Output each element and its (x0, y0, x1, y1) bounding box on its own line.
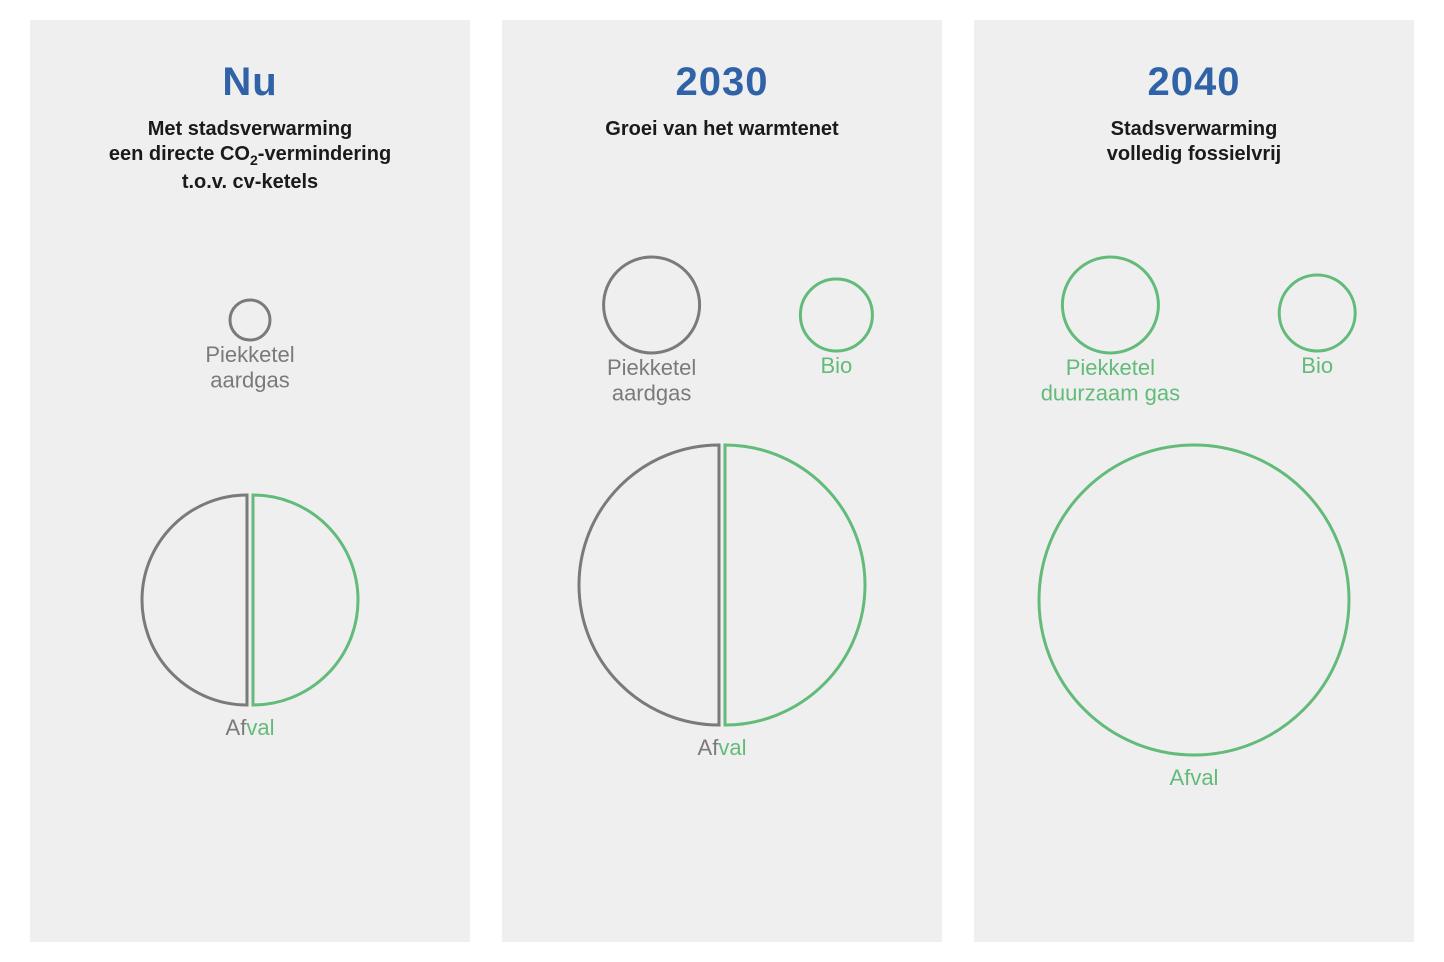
piekketel-aardgas-circle (604, 257, 700, 353)
diagram-svg: Piekketelaardgas Bio Afval (502, 200, 942, 942)
piekketel-duurzaam-gas-label: Piekketel (1066, 355, 1155, 380)
piekketel-aardgas-label: Piekketel (607, 355, 696, 380)
panel-title: 2040 (974, 60, 1414, 105)
panel-title: 2030 (502, 60, 942, 105)
piekketel-aardgas-circle (230, 300, 270, 340)
panel-subtitle: Stadsverwarmingvolledig fossielvrij (974, 117, 1414, 167)
diagram-svg: Piekketelduurzaam gas Bio Afval (974, 200, 1414, 942)
afval-right-half (725, 445, 865, 725)
afval-left-half (142, 495, 247, 705)
piekketel-duurzaam-gas-circle (1062, 257, 1158, 353)
bio-circle (800, 279, 872, 351)
piekketel-aardgas-label: aardgas (612, 380, 692, 405)
afval-label: Afval (698, 735, 747, 760)
diagram: Piekketelduurzaam gas Bio Afval (974, 200, 1414, 942)
panel-2030: 2030 Groei van het warmtenet Piekketelaa… (502, 20, 942, 942)
infographic-panels: Nu Met stadsverwarmingeen directe CO2-ve… (0, 0, 1444, 962)
panel-2040: 2040 Stadsverwarmingvolledig fossielvrij… (974, 20, 1414, 942)
panel-subtitle: Groei van het warmtenet (502, 117, 942, 142)
afval-label: Afval (226, 715, 275, 740)
panel-subtitle: Met stadsverwarmingeen directe CO2-vermi… (30, 117, 470, 195)
afval-left-half (579, 445, 719, 725)
afval-right-half (253, 495, 358, 705)
afval-circle (1039, 445, 1349, 755)
bio-label: Bio (1301, 353, 1333, 378)
panel-title: Nu (30, 60, 470, 105)
diagram: Piekketelaardgas Bio Afval (502, 200, 942, 942)
diagram-svg: Piekketelaardgas Afval (30, 200, 470, 942)
piekketel-duurzaam-gas-label: duurzaam gas (1041, 380, 1180, 405)
panel-now: Nu Met stadsverwarmingeen directe CO2-ve… (30, 20, 470, 942)
bio-label: Bio (821, 353, 853, 378)
piekketel-aardgas-label: Piekketel (205, 342, 294, 367)
piekketel-aardgas-label: aardgas (210, 367, 290, 392)
bio-circle (1279, 275, 1355, 351)
afval-label: Afval (1170, 765, 1219, 790)
diagram: Piekketelaardgas Afval (30, 200, 470, 942)
